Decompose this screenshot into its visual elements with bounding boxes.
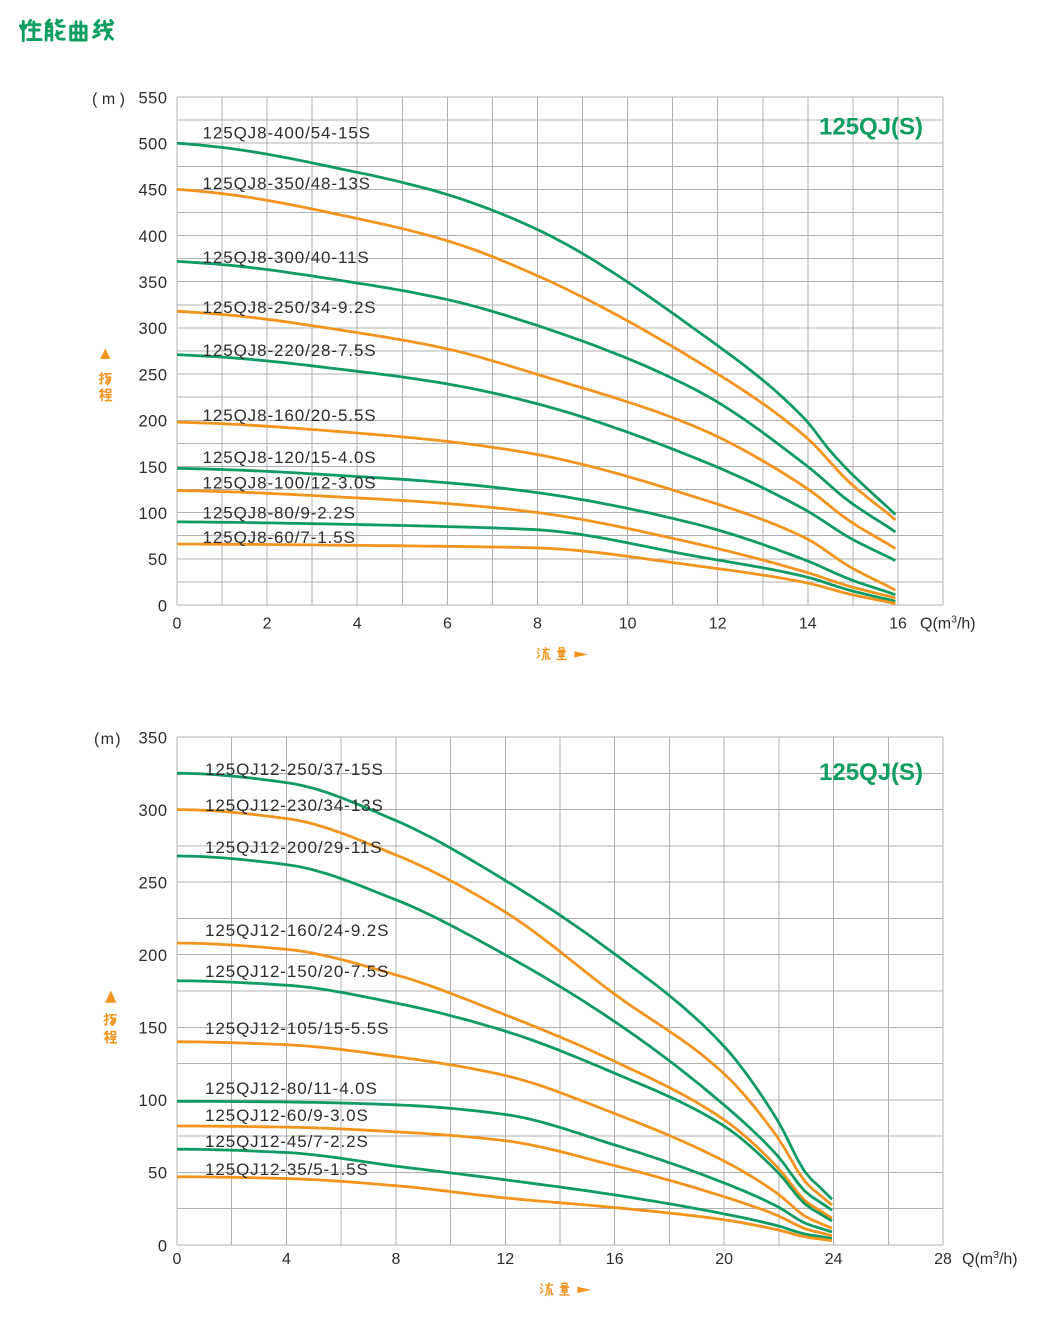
svg-text:125QJ8-350/48-13S: 125QJ8-350/48-13S bbox=[203, 174, 371, 193]
svg-text:125QJ8-250/34-9.2S: 125QJ8-250/34-9.2S bbox=[203, 298, 377, 317]
svg-text:125QJ12-105/15-5.5S: 125QJ12-105/15-5.5S bbox=[205, 1019, 389, 1038]
svg-text:250: 250 bbox=[138, 366, 167, 384]
svg-text:6: 6 bbox=[443, 616, 452, 633]
svg-text:125QJ12-35/5-1.5S: 125QJ12-35/5-1.5S bbox=[205, 1160, 369, 1179]
svg-text:150: 150 bbox=[138, 1020, 167, 1038]
svg-text:125QJ12-80/11-4.0S: 125QJ12-80/11-4.0S bbox=[205, 1079, 378, 1098]
svg-text:125QJ8-80/9-2.2S: 125QJ8-80/9-2.2S bbox=[203, 504, 356, 523]
svg-text:250: 250 bbox=[138, 874, 167, 892]
svg-text:0: 0 bbox=[173, 616, 182, 633]
svg-text:125QJ8-400/54-15S: 125QJ8-400/54-15S bbox=[203, 124, 371, 143]
svg-text:200: 200 bbox=[138, 413, 167, 431]
svg-text:16: 16 bbox=[606, 1251, 624, 1268]
svg-text:350: 350 bbox=[138, 729, 167, 747]
svg-text:24: 24 bbox=[825, 1251, 843, 1268]
svg-text:200: 200 bbox=[138, 947, 167, 965]
svg-text:150: 150 bbox=[138, 459, 167, 477]
svg-text:300: 300 bbox=[138, 320, 167, 338]
svg-text:125QJ(S): 125QJ(S) bbox=[819, 114, 923, 141]
svg-text:125QJ12-250/37-15S: 125QJ12-250/37-15S bbox=[205, 760, 384, 779]
svg-text:4: 4 bbox=[353, 616, 362, 633]
svg-text:0: 0 bbox=[173, 1251, 182, 1268]
svg-text:14: 14 bbox=[799, 616, 817, 633]
svg-text:0: 0 bbox=[158, 597, 168, 615]
svg-text:500: 500 bbox=[138, 136, 167, 154]
svg-text:125QJ12-230/34-13S: 125QJ12-230/34-13S bbox=[205, 796, 384, 815]
svg-text:8: 8 bbox=[391, 1251, 400, 1268]
svg-text:8: 8 bbox=[533, 616, 542, 633]
svg-text:28: 28 bbox=[934, 1251, 952, 1268]
svg-text:400: 400 bbox=[138, 228, 167, 246]
svg-text:125QJ12-200/29-11S: 125QJ12-200/29-11S bbox=[205, 838, 383, 857]
svg-text:350: 350 bbox=[138, 274, 167, 292]
svg-text:125QJ(S): 125QJ(S) bbox=[819, 759, 923, 786]
svg-text:300: 300 bbox=[138, 802, 167, 820]
svg-text:Q(m3/h): Q(m3/h) bbox=[962, 1249, 1018, 1268]
svg-text:Q(m3/h): Q(m3/h) bbox=[920, 614, 976, 633]
svg-text:4: 4 bbox=[282, 1251, 291, 1268]
svg-text:100: 100 bbox=[138, 505, 167, 523]
svg-text:125QJ12-160/24-9.2S: 125QJ12-160/24-9.2S bbox=[205, 921, 389, 940]
svg-text:125QJ8-220/28-7.5S: 125QJ8-220/28-7.5S bbox=[203, 341, 377, 360]
svg-text:125QJ8-160/20-5.5S: 125QJ8-160/20-5.5S bbox=[203, 406, 377, 425]
svg-text:550: 550 bbox=[138, 89, 167, 107]
svg-text:100: 100 bbox=[138, 1092, 167, 1110]
svg-text:125QJ8-120/15-4.0S: 125QJ8-120/15-4.0S bbox=[203, 448, 377, 467]
svg-text:125QJ12-60/9-3.0S: 125QJ12-60/9-3.0S bbox=[205, 1106, 369, 1125]
svg-text:12: 12 bbox=[496, 1251, 514, 1268]
svg-text:125QJ12-45/7-2.2S: 125QJ12-45/7-2.2S bbox=[205, 1132, 369, 1151]
svg-text:0: 0 bbox=[158, 1237, 168, 1255]
svg-text:(m): (m) bbox=[92, 91, 129, 108]
svg-text:125QJ8-100/12-3.0S: 125QJ8-100/12-3.0S bbox=[203, 474, 377, 493]
svg-text:125QJ8-300/40-11S: 125QJ8-300/40-11S bbox=[203, 248, 370, 267]
svg-text:20: 20 bbox=[715, 1251, 733, 1268]
svg-text:12: 12 bbox=[709, 616, 727, 633]
svg-text:125QJ8-60/7-1.5S: 125QJ8-60/7-1.5S bbox=[203, 528, 356, 547]
svg-text:50: 50 bbox=[148, 551, 167, 569]
svg-text:125QJ12-150/20-7.5S: 125QJ12-150/20-7.5S bbox=[205, 962, 389, 981]
svg-text:16: 16 bbox=[889, 616, 907, 633]
svg-text:450: 450 bbox=[138, 182, 167, 200]
svg-text:(m): (m) bbox=[94, 731, 122, 748]
svg-text:2: 2 bbox=[263, 616, 272, 633]
svg-text:10: 10 bbox=[619, 616, 637, 633]
svg-text:50: 50 bbox=[148, 1165, 167, 1183]
